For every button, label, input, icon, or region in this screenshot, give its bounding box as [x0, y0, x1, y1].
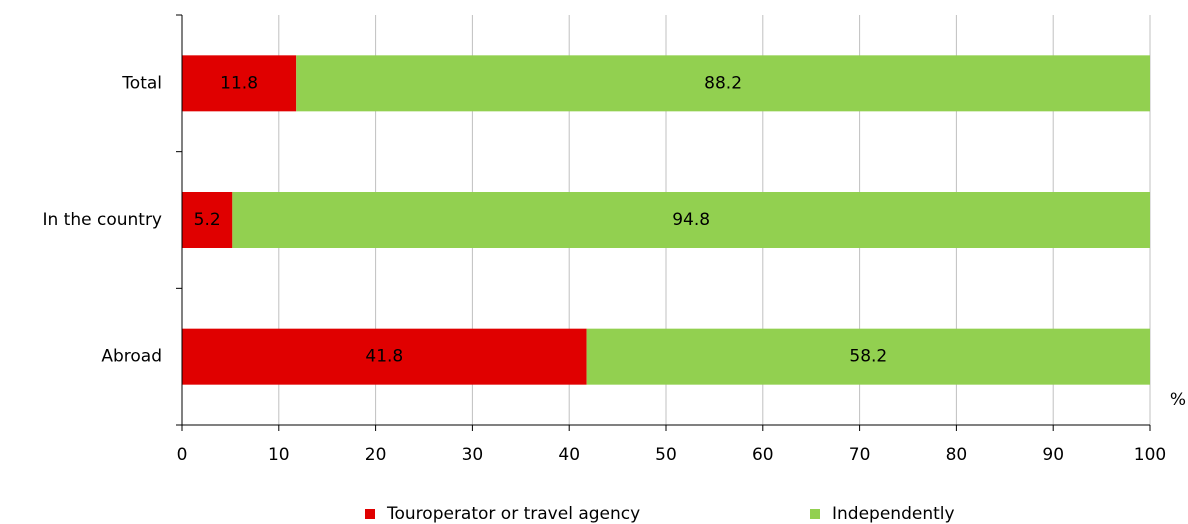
- x-tick-label: 40: [558, 445, 580, 465]
- x-tick-label: 10: [268, 445, 290, 465]
- x-axis-unit: %: [1170, 390, 1186, 410]
- y-tick-label: Total: [121, 73, 162, 93]
- bar-segment: [232, 192, 1150, 248]
- y-tick-label: In the country: [42, 210, 162, 230]
- x-tick-label: 100: [1134, 445, 1166, 465]
- legend-swatch: [365, 509, 375, 519]
- x-tick-label: 60: [752, 445, 774, 465]
- legend-label: Touroperator or travel agency: [386, 504, 640, 524]
- data-label: 94.8: [672, 210, 710, 230]
- legend-swatch: [810, 509, 820, 519]
- data-label: 11.8: [220, 73, 258, 93]
- data-label: 88.2: [704, 73, 742, 93]
- x-tick-label: 0: [177, 445, 188, 465]
- x-tick-label: 90: [1042, 445, 1064, 465]
- legend-label: Independently: [832, 504, 955, 524]
- y-tick-label: Abroad: [101, 347, 162, 367]
- x-tick-label: 70: [849, 445, 871, 465]
- x-tick-label: 20: [365, 445, 387, 465]
- bar-segment: [296, 55, 1150, 112]
- data-label: 41.8: [365, 347, 403, 367]
- data-label: 5.2: [194, 210, 221, 230]
- x-tick-label: 80: [946, 445, 968, 465]
- bar-segment: [586, 328, 1150, 385]
- x-tick-label: 50: [655, 445, 677, 465]
- data-label: 58.2: [849, 347, 887, 367]
- bar-segment: [182, 192, 233, 248]
- bar-segment: [182, 55, 297, 112]
- x-tick-label: 30: [462, 445, 484, 465]
- bar-segment: [182, 328, 587, 385]
